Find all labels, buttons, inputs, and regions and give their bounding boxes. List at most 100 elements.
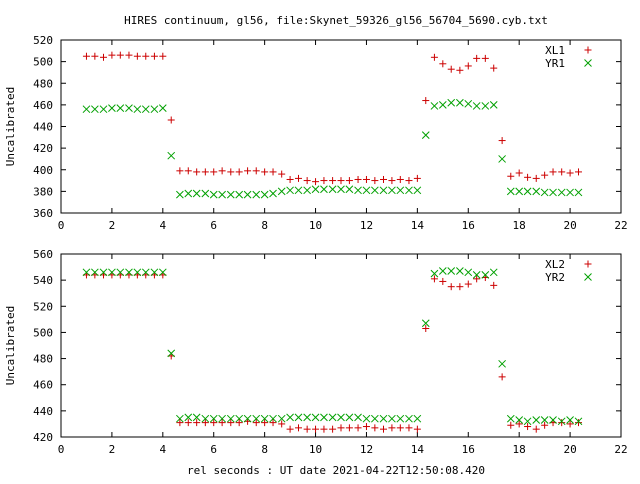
data-point <box>421 131 430 140</box>
data-point <box>371 414 379 423</box>
data-point <box>286 186 294 195</box>
data-point <box>235 168 243 176</box>
x-tick-label: 12 <box>360 443 373 456</box>
data-point <box>209 414 218 423</box>
data-point <box>141 268 150 277</box>
x-tick-label: 18 <box>513 219 526 232</box>
data-point <box>91 268 99 277</box>
data-point <box>235 414 244 423</box>
data-point <box>388 186 396 195</box>
x-tick-label: 22 <box>614 219 627 232</box>
data-point <box>523 417 532 426</box>
x-tick-label: 20 <box>563 443 576 456</box>
plot-frame <box>60 39 622 214</box>
data-point <box>541 421 549 429</box>
y-tick-label: 440 <box>33 121 53 134</box>
data-point <box>371 186 379 195</box>
data-point <box>354 424 362 432</box>
data-point <box>311 413 320 422</box>
x-tick-label: 2 <box>109 443 116 456</box>
data-point <box>82 268 91 277</box>
data-point <box>566 420 574 428</box>
y-tick-label: 480 <box>33 353 53 366</box>
data-point <box>396 186 405 195</box>
data-point <box>362 414 371 423</box>
data-point <box>515 187 524 196</box>
data-point <box>278 420 286 428</box>
data-point <box>472 102 481 110</box>
data-point <box>328 413 337 422</box>
data-point <box>294 174 302 182</box>
data-point <box>456 98 464 107</box>
data-point <box>396 424 404 432</box>
data-point <box>430 275 438 283</box>
data-point <box>405 414 413 423</box>
data-point <box>558 168 566 176</box>
data-point <box>447 283 455 291</box>
data-point <box>125 104 133 112</box>
data-point <box>388 414 396 423</box>
data-point <box>167 116 175 124</box>
x-tick-label: 10 <box>309 219 322 232</box>
legend-marker <box>584 260 592 268</box>
data-point <box>566 169 574 177</box>
data-point <box>243 414 252 423</box>
y-tick-label: 420 <box>33 431 53 444</box>
data-point <box>464 268 473 277</box>
data-point <box>345 177 353 185</box>
data-point <box>523 187 532 196</box>
legend-label: XL2 <box>545 258 565 271</box>
data-point <box>184 413 193 422</box>
data-point <box>490 281 498 289</box>
data-point <box>532 187 541 196</box>
x-tick-label: 20 <box>563 219 576 232</box>
data-point <box>422 325 430 333</box>
data-point <box>413 414 422 423</box>
data-point <box>192 413 201 422</box>
data-point <box>150 52 158 60</box>
data-point <box>574 419 582 427</box>
data-point <box>320 425 328 433</box>
data-point <box>235 419 243 427</box>
data-point <box>252 414 261 423</box>
series-YR1 <box>82 98 583 199</box>
data-point <box>294 424 302 432</box>
y-tick-label: 360 <box>33 207 53 220</box>
y-tick-label: 500 <box>33 56 53 69</box>
data-point <box>116 51 124 59</box>
data-point <box>473 54 481 62</box>
data-point <box>362 186 371 195</box>
data-point <box>235 190 244 199</box>
data-point <box>108 51 116 59</box>
data-point <box>473 275 481 283</box>
data-point <box>380 425 388 433</box>
data-point <box>566 188 574 197</box>
panel-2: 0 2 4 6 8 10 12 14 16 18 20 22 420 440 460 480 500 520 540… <box>4 248 628 456</box>
data-point <box>337 413 345 422</box>
data-point <box>507 421 515 429</box>
data-point <box>464 99 473 108</box>
data-point <box>439 277 447 285</box>
y-tick-label: 540 <box>33 274 53 287</box>
data-point <box>116 268 125 277</box>
data-point <box>91 52 99 60</box>
data-point <box>574 188 583 197</box>
data-point <box>464 280 472 288</box>
x-tick-label: 8 <box>261 443 268 456</box>
data-point <box>405 177 413 185</box>
chart-title: HIRES continuum, gl56, file:Skynet_59326… <box>124 14 548 27</box>
data-point <box>574 417 583 426</box>
x-tick-label: 22 <box>614 443 627 456</box>
x-tick-label: 12 <box>360 219 373 232</box>
data-point <box>498 137 506 145</box>
data-point <box>201 168 209 176</box>
data-point <box>515 416 524 424</box>
data-point <box>507 172 515 180</box>
y-tick-label: 460 <box>33 379 53 392</box>
data-point <box>379 186 388 195</box>
y-axis-label: Uncalibrated <box>4 306 17 385</box>
data-point <box>243 190 252 199</box>
x-tick-label: 14 <box>411 219 425 232</box>
x-tick-label: 0 <box>58 443 65 456</box>
